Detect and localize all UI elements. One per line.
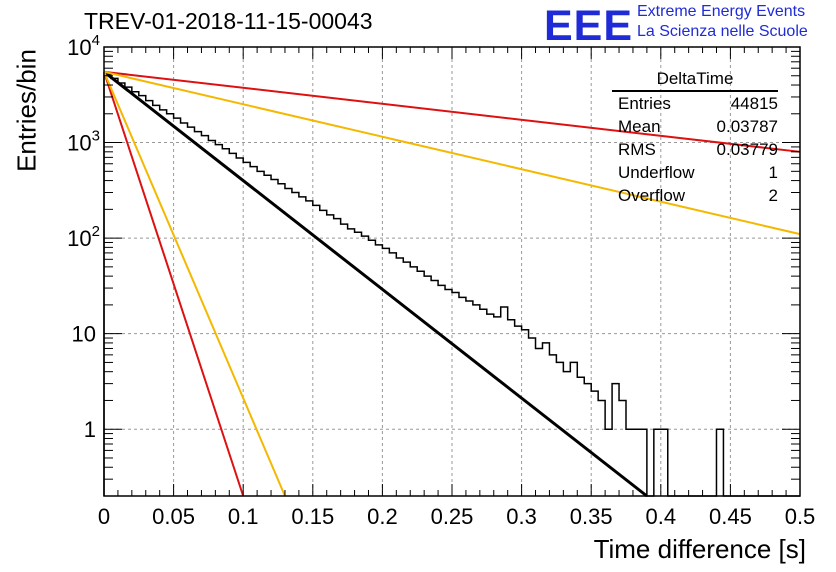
stats-row-mean: Mean 0.03787 bbox=[612, 115, 778, 138]
stats-row-underflow: Underflow 1 bbox=[612, 161, 778, 184]
eee-logo-caption: Extreme Energy Events La Scienza nelle S… bbox=[637, 2, 808, 42]
stats-value: 44815 bbox=[730, 94, 778, 113]
y-tick-label: 1 bbox=[84, 417, 96, 442]
x-tick-label: 0 bbox=[98, 504, 110, 529]
x-tick-label: 0.45 bbox=[709, 504, 752, 529]
x-tick-label: 0.05 bbox=[152, 504, 195, 529]
fit-line bbox=[103, 71, 245, 497]
y-tick-label: 103 bbox=[67, 128, 100, 156]
x-tick-label: 0.35 bbox=[570, 504, 613, 529]
stats-value: 0.03779 bbox=[716, 140, 778, 159]
chart-title: TREV-01-2018-11-15-00043 bbox=[84, 8, 373, 34]
stats-row-overflow: Overflow 2 bbox=[612, 184, 778, 207]
y-tick-label: 10 bbox=[72, 322, 96, 347]
eee-logo: EEE bbox=[544, 2, 634, 50]
x-tick-label: 0.5 bbox=[785, 504, 816, 529]
stats-value: 0.03787 bbox=[716, 117, 778, 136]
x-axis-label: Time difference [s] bbox=[593, 534, 806, 564]
fit-line bbox=[103, 71, 286, 497]
stats-value: 1 bbox=[768, 163, 778, 182]
stats-value: 2 bbox=[768, 186, 778, 205]
y-tick-label: 102 bbox=[67, 223, 100, 251]
fit-line bbox=[103, 70, 801, 153]
logo-line-1: Extreme Energy Events bbox=[637, 3, 806, 20]
x-tick-label: 0.1 bbox=[228, 504, 259, 529]
x-tick-label: 0.3 bbox=[506, 504, 537, 529]
stats-row-entries: Entries 44815 bbox=[612, 92, 778, 115]
x-tick-label: 0.4 bbox=[646, 504, 677, 529]
stats-row-rms: RMS 0.03779 bbox=[612, 138, 778, 161]
x-tick-label: 0.15 bbox=[291, 504, 334, 529]
stats-label: Entries bbox=[618, 94, 671, 113]
stats-box: DeltaTime Entries 44815 Mean 0.03787 RMS… bbox=[612, 68, 778, 207]
histogram-outline bbox=[103, 73, 800, 497]
logo-line-2: La Scienza nelle Scuole bbox=[637, 23, 808, 40]
stats-label: Underflow bbox=[618, 163, 695, 182]
fit-line bbox=[103, 70, 801, 236]
x-tick-label: 0.25 bbox=[431, 504, 474, 529]
fit-line bbox=[103, 70, 648, 498]
stats-label: Mean bbox=[618, 117, 661, 136]
x-tick-label: 0.2 bbox=[367, 504, 398, 529]
y-axis-label: Entries/bin bbox=[11, 49, 42, 172]
stats-label: RMS bbox=[618, 140, 656, 159]
stats-label: Overflow bbox=[618, 186, 686, 205]
stats-title: DeltaTime bbox=[612, 68, 778, 92]
y-tick-label: 104 bbox=[67, 32, 100, 60]
